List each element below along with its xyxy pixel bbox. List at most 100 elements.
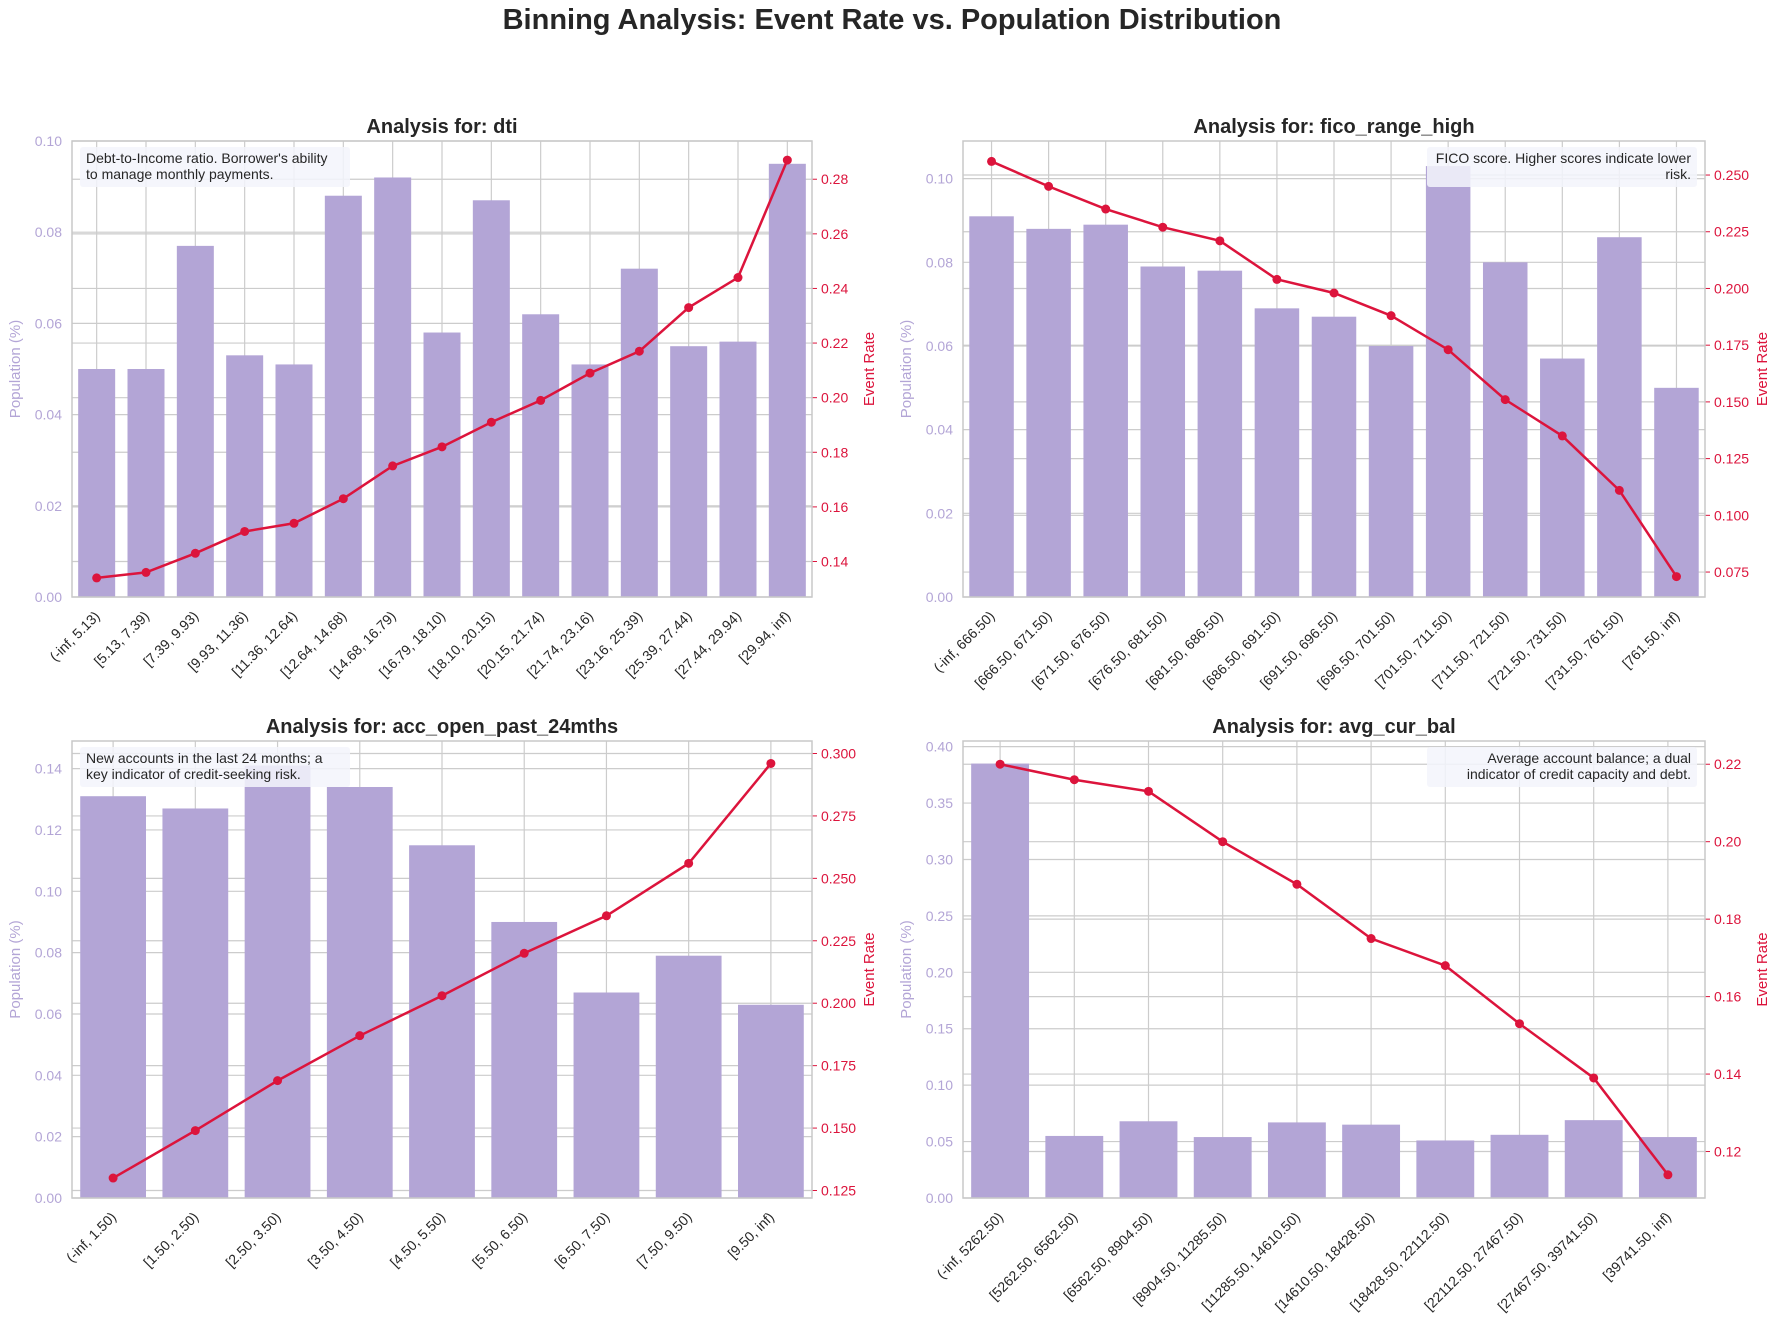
bar[interactable] — [571, 364, 609, 597]
bar[interactable] — [971, 763, 1030, 1198]
event-rate-point[interactable] — [1515, 1019, 1524, 1029]
bar[interactable] — [1193, 1137, 1252, 1198]
bar[interactable] — [127, 369, 165, 597]
bar[interactable] — [1425, 166, 1471, 597]
bar[interactable] — [423, 332, 461, 597]
event-rate-point[interactable] — [634, 346, 644, 356]
bar[interactable] — [1197, 270, 1243, 597]
event-rate-line — [999, 763, 1669, 1176]
event-rate-point[interactable] — [1500, 395, 1510, 405]
event-rate-point[interactable] — [601, 911, 611, 921]
bar[interactable] — [1026, 228, 1071, 597]
event-rate-point[interactable] — [766, 758, 776, 768]
bar[interactable] — [1638, 1137, 1697, 1198]
bar[interactable] — [1490, 1134, 1549, 1198]
event-rate-point[interactable] — [519, 948, 529, 958]
bar[interactable] — [1597, 237, 1642, 597]
event-rate-point[interactable] — [1440, 961, 1450, 971]
event-rate-point[interactable] — [1101, 204, 1111, 214]
event-rate-point[interactable] — [1069, 775, 1079, 785]
event-rate-point[interactable] — [1292, 879, 1302, 889]
bar[interactable] — [409, 845, 475, 1198]
bar[interactable] — [1654, 387, 1699, 597]
bar[interactable] — [1083, 224, 1128, 597]
bar[interactable] — [1119, 1121, 1178, 1198]
bar[interactable] — [522, 314, 560, 597]
bar[interactable] — [1540, 358, 1585, 597]
event-rate-point[interactable] — [585, 368, 595, 378]
bar[interactable] — [80, 796, 146, 1198]
event-rate-point[interactable] — [684, 303, 694, 313]
bar[interactable] — [275, 364, 313, 597]
event-rate-point[interactable] — [1215, 236, 1225, 246]
bar[interactable] — [1254, 308, 1300, 597]
event-rate-point[interactable] — [1329, 288, 1339, 298]
event-rate-point[interactable] — [1158, 222, 1168, 232]
bar[interactable] — [1342, 1124, 1401, 1198]
event-rate-point[interactable] — [437, 991, 447, 1001]
bar[interactable] — [670, 346, 708, 597]
annotation-box — [1427, 147, 1697, 187]
event-rate-point[interactable] — [1663, 1170, 1673, 1180]
bar[interactable] — [738, 1004, 804, 1198]
event-rate-point[interactable] — [1366, 934, 1376, 944]
bar[interactable] — [1416, 1140, 1475, 1198]
event-rate-point[interactable] — [141, 567, 151, 577]
event-rate-point[interactable] — [536, 395, 546, 405]
figure-title: Binning Analysis: Event Rate vs. Populat… — [502, 4, 1282, 36]
bar[interactable] — [374, 177, 412, 598]
event-rate-point[interactable] — [437, 442, 447, 452]
bar[interactable] — [620, 268, 658, 597]
y2-axis-label: Event Rate — [1754, 932, 1771, 1006]
bar[interactable] — [1045, 1135, 1104, 1198]
bar[interactable] — [162, 808, 229, 1198]
bar[interactable] — [573, 992, 640, 1198]
event-rate-point[interactable] — [1044, 181, 1054, 191]
bar[interactable] — [1564, 1120, 1623, 1198]
event-rate-point[interactable] — [190, 1126, 200, 1136]
bar[interactable] — [326, 787, 393, 1198]
event-rate-point[interactable] — [1614, 485, 1624, 495]
y-tick-label: 0.02 — [926, 505, 953, 521]
bar[interactable] — [324, 195, 362, 597]
bar[interactable] — [1267, 1122, 1326, 1198]
event-rate-point[interactable] — [1443, 345, 1453, 355]
bar[interactable] — [719, 341, 757, 597]
bar[interactable] — [969, 216, 1014, 598]
event-rate-point[interactable] — [388, 461, 398, 471]
event-rate-point[interactable] — [995, 759, 1005, 769]
bar[interactable] — [1482, 262, 1528, 597]
bar[interactable] — [655, 955, 722, 1198]
event-rate-point[interactable] — [1557, 431, 1567, 441]
event-rate-point[interactable] — [987, 156, 997, 166]
bar[interactable] — [1368, 345, 1414, 597]
bar[interactable] — [244, 765, 311, 1198]
bar[interactable] — [491, 921, 558, 1198]
event-rate-point[interactable] — [684, 858, 694, 868]
bar[interactable] — [1311, 316, 1357, 597]
event-rate-point[interactable] — [486, 417, 496, 427]
event-rate-point[interactable] — [190, 548, 200, 558]
event-rate-point[interactable] — [1218, 837, 1228, 847]
bar[interactable] — [768, 163, 806, 598]
bar[interactable] — [176, 245, 214, 597]
event-rate-point[interactable] — [273, 1076, 283, 1086]
event-rate-point[interactable] — [1386, 311, 1396, 321]
event-rate-point[interactable] — [289, 518, 299, 528]
event-rate-point[interactable] — [1671, 572, 1681, 582]
annotation-box — [80, 747, 350, 787]
event-rate-point[interactable] — [782, 155, 792, 165]
bar[interactable] — [78, 369, 116, 597]
event-rate-point[interactable] — [355, 1031, 365, 1041]
event-rate-point[interactable] — [1144, 786, 1153, 796]
event-rate-point[interactable] — [1589, 1073, 1599, 1083]
bar[interactable] — [472, 200, 510, 597]
event-rate-point[interactable] — [92, 573, 102, 583]
event-rate-point[interactable] — [108, 1173, 118, 1183]
event-rate-point[interactable] — [1272, 274, 1282, 284]
bar[interactable] — [226, 355, 264, 597]
event-rate-point[interactable] — [733, 273, 743, 283]
bar[interactable] — [1140, 266, 1186, 597]
event-rate-point[interactable] — [338, 494, 348, 504]
event-rate-point[interactable] — [240, 526, 250, 536]
